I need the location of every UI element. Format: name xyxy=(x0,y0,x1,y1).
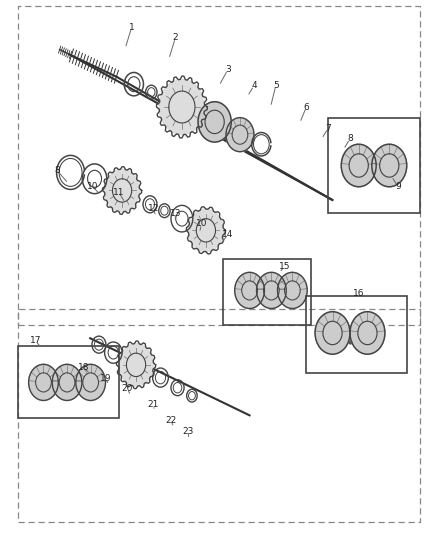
Text: 10: 10 xyxy=(87,182,98,191)
Text: 13: 13 xyxy=(170,209,181,218)
Bar xyxy=(328,118,420,213)
Circle shape xyxy=(105,169,140,212)
Text: 21: 21 xyxy=(148,400,159,409)
Text: 14: 14 xyxy=(222,230,233,239)
Text: 17: 17 xyxy=(30,336,41,345)
Circle shape xyxy=(198,102,231,142)
Circle shape xyxy=(372,144,407,187)
Text: 3: 3 xyxy=(225,66,231,74)
Text: 11: 11 xyxy=(113,188,124,197)
Text: 6: 6 xyxy=(304,102,309,111)
Circle shape xyxy=(315,312,350,354)
Text: 4: 4 xyxy=(251,81,257,90)
Text: 8: 8 xyxy=(55,166,60,175)
Text: 1: 1 xyxy=(129,23,134,32)
Text: 7: 7 xyxy=(325,124,331,133)
Circle shape xyxy=(257,272,286,309)
Bar xyxy=(18,346,119,418)
Circle shape xyxy=(188,209,223,252)
Text: 8: 8 xyxy=(347,134,353,143)
Text: 5: 5 xyxy=(273,81,279,90)
Text: 12: 12 xyxy=(148,204,159,213)
Text: 22: 22 xyxy=(166,416,177,425)
Circle shape xyxy=(341,144,376,187)
Circle shape xyxy=(76,365,106,400)
Circle shape xyxy=(28,365,58,400)
Text: 23: 23 xyxy=(183,427,194,436)
Text: 19: 19 xyxy=(100,374,111,383)
Bar xyxy=(223,259,311,325)
Circle shape xyxy=(278,272,307,309)
Circle shape xyxy=(235,272,265,309)
Circle shape xyxy=(119,344,153,386)
Circle shape xyxy=(350,312,385,354)
Text: 15: 15 xyxy=(279,262,290,271)
Circle shape xyxy=(52,365,82,400)
Circle shape xyxy=(226,118,254,152)
Bar xyxy=(306,296,407,373)
Text: 9: 9 xyxy=(395,182,401,191)
Text: 10: 10 xyxy=(196,220,207,229)
Circle shape xyxy=(159,79,205,135)
Text: 2: 2 xyxy=(173,34,178,43)
Text: 18: 18 xyxy=(78,363,89,372)
Text: 16: 16 xyxy=(353,288,364,297)
Text: 20: 20 xyxy=(122,384,133,393)
